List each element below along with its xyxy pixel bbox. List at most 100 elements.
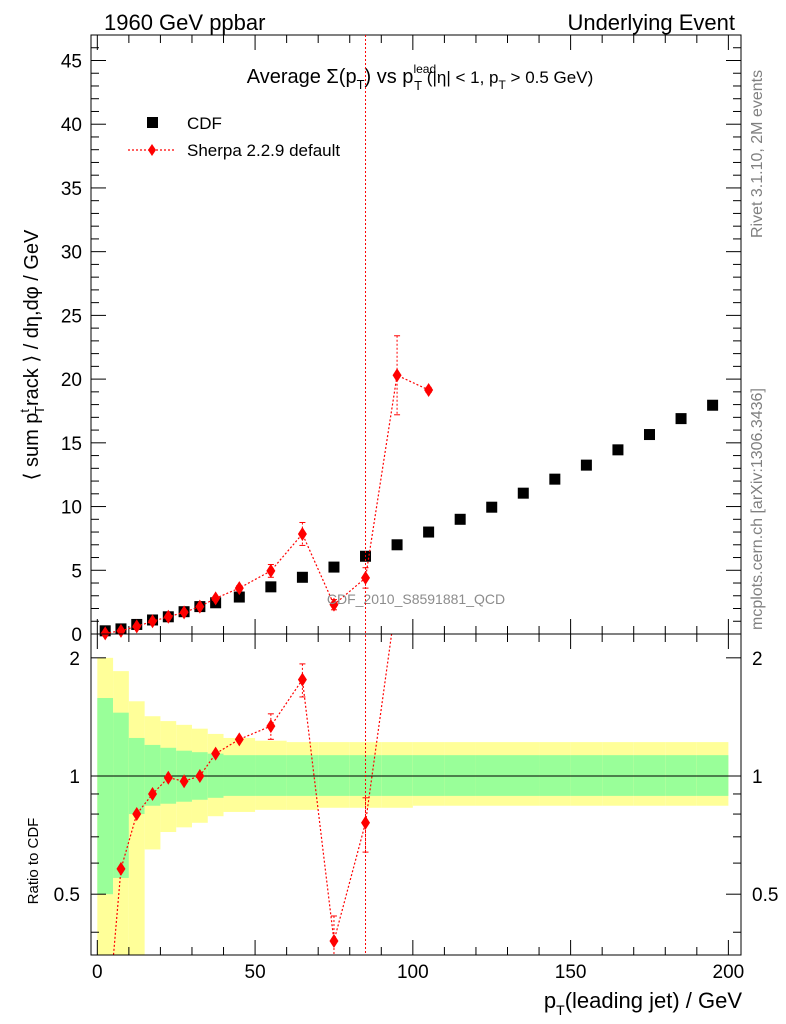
sherpa-point xyxy=(266,563,276,578)
xlabel-rest: (leading jet) / GeV xyxy=(565,988,743,1013)
ratio-point xyxy=(116,861,126,876)
lower-xtick-label: 0 xyxy=(92,962,103,983)
sherpa-point xyxy=(234,581,244,596)
ylabel-sub-t: T xyxy=(32,406,47,414)
lower-ytick-label: 0.5 xyxy=(54,885,80,906)
xlabel-sub-t: T xyxy=(556,1002,565,1018)
upper-watermark: CDF_2010_S8591881_QCD xyxy=(327,591,505,607)
cdf-point xyxy=(265,581,277,593)
cdf-point xyxy=(423,526,435,538)
cdf-point xyxy=(707,399,719,411)
sherpa-point xyxy=(163,609,173,624)
title-suffix2: > 0.5 GeV) xyxy=(506,68,593,87)
lower-xtick-label: 200 xyxy=(713,962,745,983)
upper-ytick-label: 10 xyxy=(61,498,82,519)
ratio-point xyxy=(361,815,371,830)
mcplots-label: mcplots.cern.ch [arXiv:1306.3436] xyxy=(749,388,766,630)
ratio-point xyxy=(163,770,173,785)
cdf-point xyxy=(233,591,245,603)
header-right: Underlying Event xyxy=(567,10,735,35)
lower-ytick-label: 2 xyxy=(69,649,80,670)
ylabel-open: ⟨ sum p xyxy=(21,413,43,481)
lower-ytick-label: 1 xyxy=(69,767,80,788)
sherpa-point xyxy=(424,382,434,397)
sherpa-point xyxy=(148,614,158,629)
title-sigma: Σ(p xyxy=(326,66,356,88)
title-suffix: (|η| < 1, p xyxy=(422,68,498,87)
ratio-point xyxy=(132,807,142,822)
upper-ytick-label: 35 xyxy=(61,179,82,200)
header-left: 1960 GeV ppbar xyxy=(104,10,265,35)
ratio-point xyxy=(179,774,189,789)
lower-xlabel: pT(leading jet) / GeV xyxy=(544,988,742,1018)
lower-xtick-label: 50 xyxy=(245,962,266,983)
upper-title: Average Σ(pT) vs plead T (|η| < 1, pT > 0… xyxy=(247,62,594,93)
sherpa-point xyxy=(132,619,142,634)
ylabel-rest: rack ⟩ / dη,dφ / GeV xyxy=(21,229,43,406)
legend-cdf-label: CDF xyxy=(187,114,222,133)
sherpa-point xyxy=(211,591,221,606)
sherpa-point xyxy=(195,599,205,614)
sherpa-point xyxy=(392,368,402,383)
cdf-point xyxy=(549,473,561,485)
ylabel-sup-t: t xyxy=(17,409,32,413)
title-mid: ) vs p xyxy=(365,66,414,88)
cdf-point xyxy=(517,487,529,499)
ratio-band-inner xyxy=(113,712,129,878)
cdf-point xyxy=(675,413,687,425)
upper-axis-ticks: 0 5 10 15 20 25 30 35 40 45 xyxy=(61,35,741,646)
ratio-point xyxy=(148,786,158,801)
title-prefix: Average xyxy=(247,66,327,88)
upper-ytick-label: 45 xyxy=(61,51,82,72)
cdf-point xyxy=(296,571,308,583)
upper-ytick-label: 30 xyxy=(61,243,82,264)
cdf-point xyxy=(612,444,624,456)
title-sub-t1: T xyxy=(357,77,365,92)
lower-ytick-label-right: 0.5 xyxy=(752,885,778,906)
rivet-label: Rivet 3.1.10, 2M events xyxy=(749,70,766,238)
cdf-point xyxy=(486,501,498,513)
lower-panel-frame xyxy=(90,633,742,956)
upper-ytick-label: 25 xyxy=(61,306,82,327)
sherpa-point xyxy=(100,626,110,641)
legend: CDF Sherpa 2.2.9 default xyxy=(128,114,340,160)
upper-ytick-label: 40 xyxy=(61,115,82,136)
upper-ytick-label: 20 xyxy=(61,370,82,391)
lower-ylabel: Ratio to CDF xyxy=(25,818,42,905)
cdf-point xyxy=(454,513,466,525)
ratio-uncertainty-bands xyxy=(97,657,729,955)
lower-xtick-label: 150 xyxy=(555,962,587,983)
xlabel-p: p xyxy=(544,988,556,1013)
ratio-point xyxy=(266,719,276,734)
upper-ytick-label: 15 xyxy=(61,434,82,455)
lower-axis-ticks: 0.5 0.5 1 1 2 2 0 50 100 150 200 xyxy=(54,634,778,983)
lower-ytick-label-right: 1 xyxy=(752,767,763,788)
lower-panel: 0.5 0.5 1 1 2 2 0 50 100 150 200 Ratio to CDF pT(l… xyxy=(25,633,778,1018)
lower-xtick-label: 100 xyxy=(397,962,429,983)
cdf-point xyxy=(643,429,655,441)
upper-plot-marks xyxy=(99,335,719,641)
sherpa-point xyxy=(329,597,339,612)
ratio-band-inner xyxy=(97,698,114,895)
title-sub-t2: T xyxy=(414,78,422,93)
sherpa-point xyxy=(361,570,371,585)
sherpa-point xyxy=(179,605,189,620)
cdf-point xyxy=(391,539,403,551)
upper-ylabel: ⟨ sum ptTrack ⟩ / dη,dφ / GeV xyxy=(17,229,47,480)
lower-ytick-label-right: 2 xyxy=(752,649,763,670)
upper-panel: 0 5 10 15 20 25 30 35 40 45 CDF_2010_S8591881_QCD… xyxy=(17,34,742,646)
ratio-point xyxy=(195,769,205,784)
legend-cdf-marker xyxy=(147,117,158,128)
ratio-point xyxy=(211,746,221,761)
upper-ytick-label: 5 xyxy=(71,561,82,582)
cdf-point xyxy=(580,459,592,471)
cdf-point xyxy=(328,561,340,573)
ratio-point xyxy=(297,672,307,687)
ratio-point xyxy=(329,933,339,948)
sherpa-point xyxy=(297,526,307,541)
title-sup-lead: lead xyxy=(413,62,436,76)
ratio-band-inner xyxy=(144,744,161,806)
upper-ytick-label: 0 xyxy=(71,625,82,646)
legend-sherpa-label: Sherpa 2.2.9 default xyxy=(187,141,340,160)
